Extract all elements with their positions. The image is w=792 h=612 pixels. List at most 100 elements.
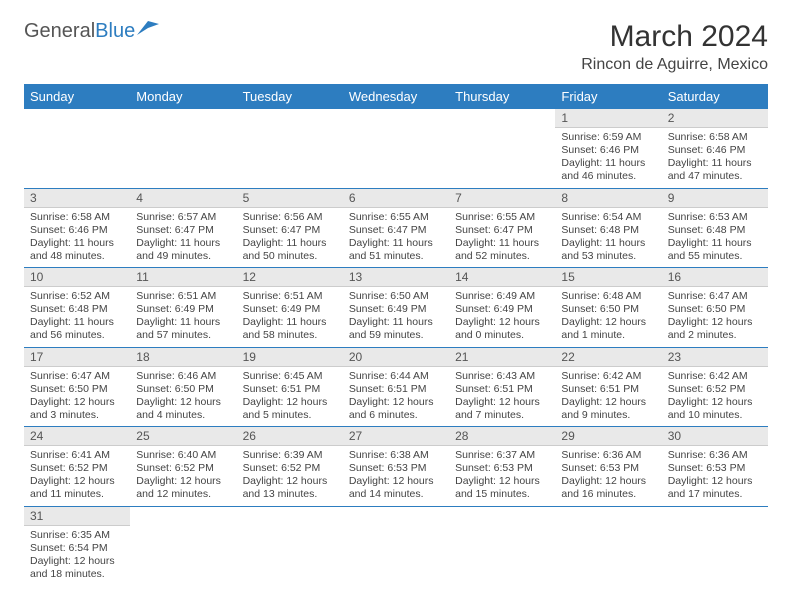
day-header-row: Sunday Monday Tuesday Wednesday Thursday… [24, 84, 768, 109]
daylight-text: Daylight: 12 hours and 12 minutes. [136, 475, 230, 501]
day-number: 17 [24, 348, 130, 367]
day-content: Sunrise: 6:55 AMSunset: 6:47 PMDaylight:… [343, 208, 449, 268]
sunrise-text: Sunrise: 6:42 AM [668, 370, 762, 383]
day-number [449, 109, 555, 127]
day-number: 13 [343, 268, 449, 287]
calendar-cell: 14Sunrise: 6:49 AMSunset: 6:49 PMDayligh… [449, 268, 555, 348]
sunset-text: Sunset: 6:47 PM [243, 224, 337, 237]
day-number: 31 [24, 507, 130, 526]
sunset-text: Sunset: 6:53 PM [455, 462, 549, 475]
day-content: Sunrise: 6:58 AMSunset: 6:46 PMDaylight:… [662, 128, 768, 188]
calendar-cell: 29Sunrise: 6:36 AMSunset: 6:53 PMDayligh… [555, 427, 661, 507]
calendar-cell: 12Sunrise: 6:51 AMSunset: 6:49 PMDayligh… [237, 268, 343, 348]
day-number: 30 [662, 427, 768, 446]
daylight-text: Daylight: 12 hours and 14 minutes. [349, 475, 443, 501]
day-header: Saturday [662, 84, 768, 109]
sunset-text: Sunset: 6:48 PM [668, 224, 762, 237]
day-number: 11 [130, 268, 236, 287]
sunset-text: Sunset: 6:50 PM [561, 303, 655, 316]
sunrise-text: Sunrise: 6:39 AM [243, 449, 337, 462]
sunrise-text: Sunrise: 6:52 AM [30, 290, 124, 303]
sunrise-text: Sunrise: 6:43 AM [455, 370, 549, 383]
sunset-text: Sunset: 6:50 PM [30, 383, 124, 396]
sunset-text: Sunset: 6:46 PM [30, 224, 124, 237]
day-content: Sunrise: 6:37 AMSunset: 6:53 PMDaylight:… [449, 446, 555, 506]
day-content: Sunrise: 6:52 AMSunset: 6:48 PMDaylight:… [24, 287, 130, 347]
calendar-cell: 4Sunrise: 6:57 AMSunset: 6:47 PMDaylight… [130, 188, 236, 268]
sunset-text: Sunset: 6:53 PM [349, 462, 443, 475]
daylight-text: Daylight: 12 hours and 16 minutes. [561, 475, 655, 501]
day-number: 15 [555, 268, 661, 287]
logo-text-blue: Blue [95, 20, 135, 43]
day-content: Sunrise: 6:45 AMSunset: 6:51 PMDaylight:… [237, 367, 343, 427]
calendar-cell: 3Sunrise: 6:58 AMSunset: 6:46 PMDaylight… [24, 188, 130, 268]
day-number [237, 507, 343, 525]
calendar-cell: 10Sunrise: 6:52 AMSunset: 6:48 PMDayligh… [24, 268, 130, 348]
day-content: Sunrise: 6:38 AMSunset: 6:53 PMDaylight:… [343, 446, 449, 506]
day-header: Monday [130, 84, 236, 109]
sunrise-text: Sunrise: 6:41 AM [30, 449, 124, 462]
sunset-text: Sunset: 6:49 PM [136, 303, 230, 316]
calendar-cell: 23Sunrise: 6:42 AMSunset: 6:52 PMDayligh… [662, 347, 768, 427]
daylight-text: Daylight: 12 hours and 3 minutes. [30, 396, 124, 422]
daylight-text: Daylight: 12 hours and 7 minutes. [455, 396, 549, 422]
title-block: March 2024 Rincon de Aguirre, Mexico [581, 20, 768, 74]
calendar-cell: 30Sunrise: 6:36 AMSunset: 6:53 PMDayligh… [662, 427, 768, 507]
day-number: 9 [662, 189, 768, 208]
sunrise-text: Sunrise: 6:51 AM [136, 290, 230, 303]
sunset-text: Sunset: 6:46 PM [561, 144, 655, 157]
day-header: Friday [555, 84, 661, 109]
day-content: Sunrise: 6:56 AMSunset: 6:47 PMDaylight:… [237, 208, 343, 268]
daylight-text: Daylight: 11 hours and 46 minutes. [561, 157, 655, 183]
sunset-text: Sunset: 6:47 PM [455, 224, 549, 237]
day-number: 21 [449, 348, 555, 367]
day-number: 5 [237, 189, 343, 208]
calendar-cell: 28Sunrise: 6:37 AMSunset: 6:53 PMDayligh… [449, 427, 555, 507]
sunset-text: Sunset: 6:49 PM [349, 303, 443, 316]
day-content: Sunrise: 6:36 AMSunset: 6:53 PMDaylight:… [555, 446, 661, 506]
day-content: Sunrise: 6:49 AMSunset: 6:49 PMDaylight:… [449, 287, 555, 347]
sunset-text: Sunset: 6:52 PM [136, 462, 230, 475]
sunrise-text: Sunrise: 6:57 AM [136, 211, 230, 224]
day-number: 12 [237, 268, 343, 287]
day-number: 10 [24, 268, 130, 287]
logo: GeneralBlue [24, 20, 159, 43]
calendar-row: 10Sunrise: 6:52 AMSunset: 6:48 PMDayligh… [24, 268, 768, 348]
calendar-cell: 13Sunrise: 6:50 AMSunset: 6:49 PMDayligh… [343, 268, 449, 348]
sunset-text: Sunset: 6:51 PM [561, 383, 655, 396]
month-title: March 2024 [581, 20, 768, 54]
day-content: Sunrise: 6:55 AMSunset: 6:47 PMDaylight:… [449, 208, 555, 268]
daylight-text: Daylight: 12 hours and 13 minutes. [243, 475, 337, 501]
sunrise-text: Sunrise: 6:54 AM [561, 211, 655, 224]
daylight-text: Daylight: 12 hours and 4 minutes. [136, 396, 230, 422]
calendar-row: 3Sunrise: 6:58 AMSunset: 6:46 PMDaylight… [24, 188, 768, 268]
sunset-text: Sunset: 6:47 PM [349, 224, 443, 237]
day-content: Sunrise: 6:40 AMSunset: 6:52 PMDaylight:… [130, 446, 236, 506]
calendar-cell: 15Sunrise: 6:48 AMSunset: 6:50 PMDayligh… [555, 268, 661, 348]
day-content: Sunrise: 6:42 AMSunset: 6:52 PMDaylight:… [662, 367, 768, 427]
sunset-text: Sunset: 6:49 PM [455, 303, 549, 316]
sunrise-text: Sunrise: 6:47 AM [30, 370, 124, 383]
day-header: Wednesday [343, 84, 449, 109]
calendar-cell [662, 506, 768, 585]
calendar-cell [237, 109, 343, 188]
calendar-cell [130, 109, 236, 188]
day-content: Sunrise: 6:44 AMSunset: 6:51 PMDaylight:… [343, 367, 449, 427]
day-number: 4 [130, 189, 236, 208]
calendar-row: 24Sunrise: 6:41 AMSunset: 6:52 PMDayligh… [24, 427, 768, 507]
sunrise-text: Sunrise: 6:51 AM [243, 290, 337, 303]
sunset-text: Sunset: 6:54 PM [30, 542, 124, 555]
logo-flag-icon [137, 21, 159, 35]
sunset-text: Sunset: 6:48 PM [30, 303, 124, 316]
calendar-cell [130, 506, 236, 585]
calendar-cell: 5Sunrise: 6:56 AMSunset: 6:47 PMDaylight… [237, 188, 343, 268]
calendar-cell: 6Sunrise: 6:55 AMSunset: 6:47 PMDaylight… [343, 188, 449, 268]
calendar-cell: 1Sunrise: 6:59 AMSunset: 6:46 PMDaylight… [555, 109, 661, 188]
sunrise-text: Sunrise: 6:47 AM [668, 290, 762, 303]
day-number: 23 [662, 348, 768, 367]
sunset-text: Sunset: 6:51 PM [243, 383, 337, 396]
calendar-cell: 8Sunrise: 6:54 AMSunset: 6:48 PMDaylight… [555, 188, 661, 268]
sunset-text: Sunset: 6:52 PM [668, 383, 762, 396]
daylight-text: Daylight: 12 hours and 10 minutes. [668, 396, 762, 422]
day-number: 24 [24, 427, 130, 446]
